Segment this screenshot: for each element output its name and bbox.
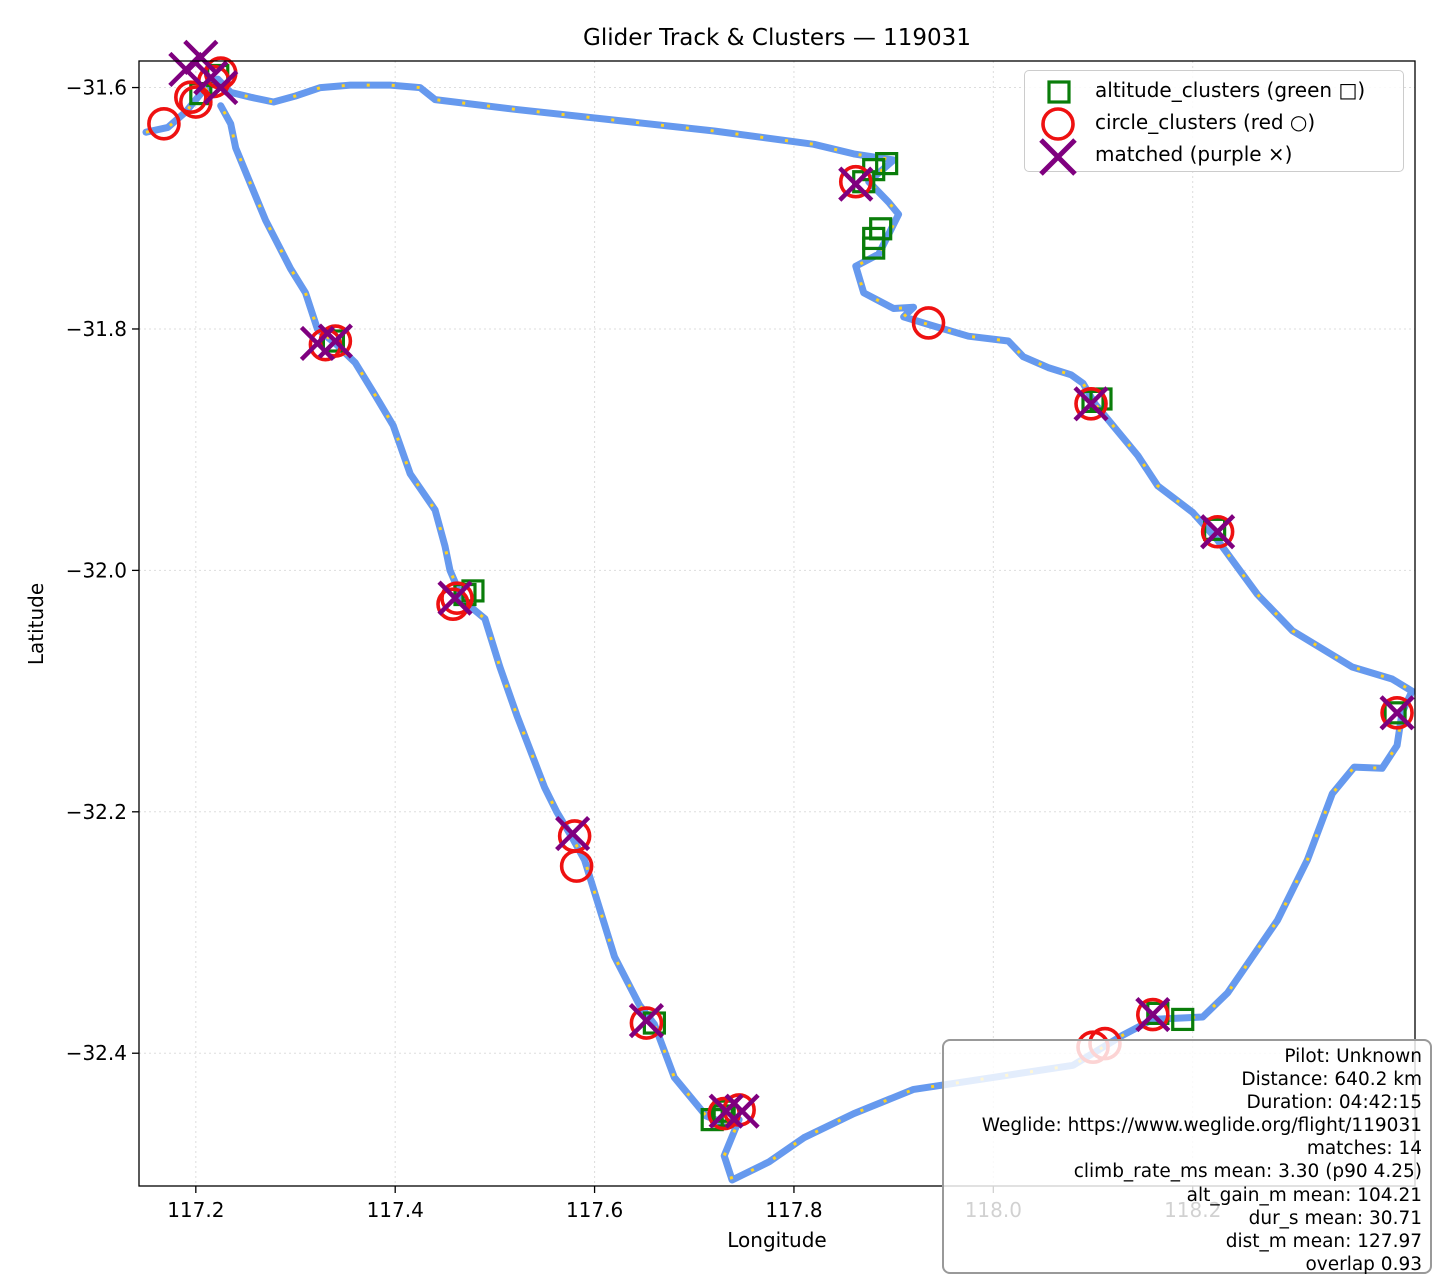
legend-marker-altitude	[1047, 80, 1071, 104]
circle-cluster-marker	[911, 306, 946, 340]
x-axis-label: Longitude	[727, 1228, 826, 1252]
altitude-cluster-marker	[1171, 1007, 1195, 1032]
plot-frame	[138, 60, 1416, 1187]
altitude-cluster-marker	[1203, 517, 1227, 541]
grid	[139, 61, 1415, 1186]
matched-marker	[1379, 695, 1415, 731]
info-overlap: overlap 0.93	[1305, 1253, 1422, 1275]
legend: altitude_clusters (green □) circle_clust…	[1024, 70, 1404, 176]
legend-label-altitude: altitude_clusters (green □)	[1095, 78, 1366, 102]
circle-cluster-marker	[1074, 387, 1108, 421]
cluster-markers	[147, 39, 1415, 1132]
legend-label-matched: matched (purple ×)	[1095, 142, 1293, 166]
matched-marker	[1200, 514, 1236, 550]
track-path	[142, 75, 1416, 1184]
altitude-cluster-marker	[1383, 701, 1407, 725]
y-axis-label: Latitude	[24, 583, 48, 665]
circle-cluster-marker	[629, 1006, 664, 1040]
y-tick-label: −32.4	[66, 1041, 127, 1065]
matched-marker	[724, 1093, 760, 1129]
circle-cluster-marker	[174, 80, 208, 115]
x-tick-label: 117.8	[765, 1198, 822, 1222]
x-tick-label: 117.6	[566, 1198, 623, 1222]
circle-cluster-marker	[559, 849, 594, 883]
matched-marker	[708, 1093, 744, 1129]
matched-marker	[1073, 386, 1109, 422]
altitude-cluster-marker	[712, 1099, 736, 1123]
info-pilot: Pilot: Unknown	[1284, 1046, 1422, 1067]
y-tick-label: −32.2	[66, 800, 127, 824]
matched-marker	[299, 325, 336, 362]
matched-marker	[183, 39, 219, 75]
matched-marker	[838, 166, 874, 202]
y-tick-label: −31.6	[66, 76, 127, 100]
circle-cluster-marker	[147, 106, 181, 141]
info-matches: matches: 14	[1306, 1138, 1422, 1160]
chart-title: Glider Track & Clusters — 119031	[583, 25, 971, 51]
legend-label-circle: circle_clusters (red ○)	[1095, 110, 1316, 134]
y-tick-label: −31.8	[66, 317, 127, 341]
legend-marker-matched	[1039, 138, 1077, 176]
altitude-cluster-marker	[1081, 389, 1105, 413]
x-tick-label: 117.4	[367, 1198, 424, 1222]
info-distance: Distance: 640.2 km	[1241, 1069, 1422, 1091]
altitude-cluster-marker	[862, 236, 886, 260]
track-line	[142, 75, 1416, 1184]
circle-cluster-marker	[440, 581, 474, 615]
matched-marker	[1135, 997, 1171, 1033]
altitude-cluster-marker	[1089, 387, 1113, 411]
flight-info-box: Pilot: Unknown Distance: 640.2 km Durati…	[942, 1039, 1432, 1275]
info-distance-mean: dist_m mean: 127.97	[1225, 1230, 1422, 1252]
info-alt-gain: alt_gain_m mean: 104.21	[1186, 1184, 1422, 1206]
info-weglide-link: Weglide: https://www.weglide.org/flight/…	[981, 1115, 1422, 1137]
info-duration: Duration: 04:42:15	[1246, 1092, 1422, 1114]
x-tick-label: 117.2	[167, 1198, 224, 1222]
matched-marker	[628, 1003, 664, 1039]
circle-cluster-marker	[838, 164, 873, 199]
axis-ticks: 117.2117.4117.6117.8118.0118.2−31.6−31.8…	[66, 76, 1222, 1222]
track-climb-highlights	[145, 77, 1414, 1183]
circle-cluster-marker	[1200, 514, 1235, 549]
matched-marker	[437, 580, 473, 616]
matched-marker	[555, 815, 591, 852]
circle-cluster-marker	[1380, 696, 1414, 730]
matched-marker	[203, 69, 239, 106]
y-tick-label: −32.0	[66, 558, 127, 582]
legend-marker-circle	[1041, 107, 1075, 141]
circle-cluster-marker	[179, 85, 213, 119]
circle-cluster-marker	[1136, 997, 1170, 1032]
info-climb-rate: climb_rate_ms mean: 3.30 (p90 4.25)	[1073, 1161, 1422, 1183]
circle-cluster-marker	[436, 587, 470, 621]
altitude-cluster-marker	[875, 152, 899, 176]
info-duration-mean: dur_s mean: 30.71	[1248, 1207, 1422, 1229]
